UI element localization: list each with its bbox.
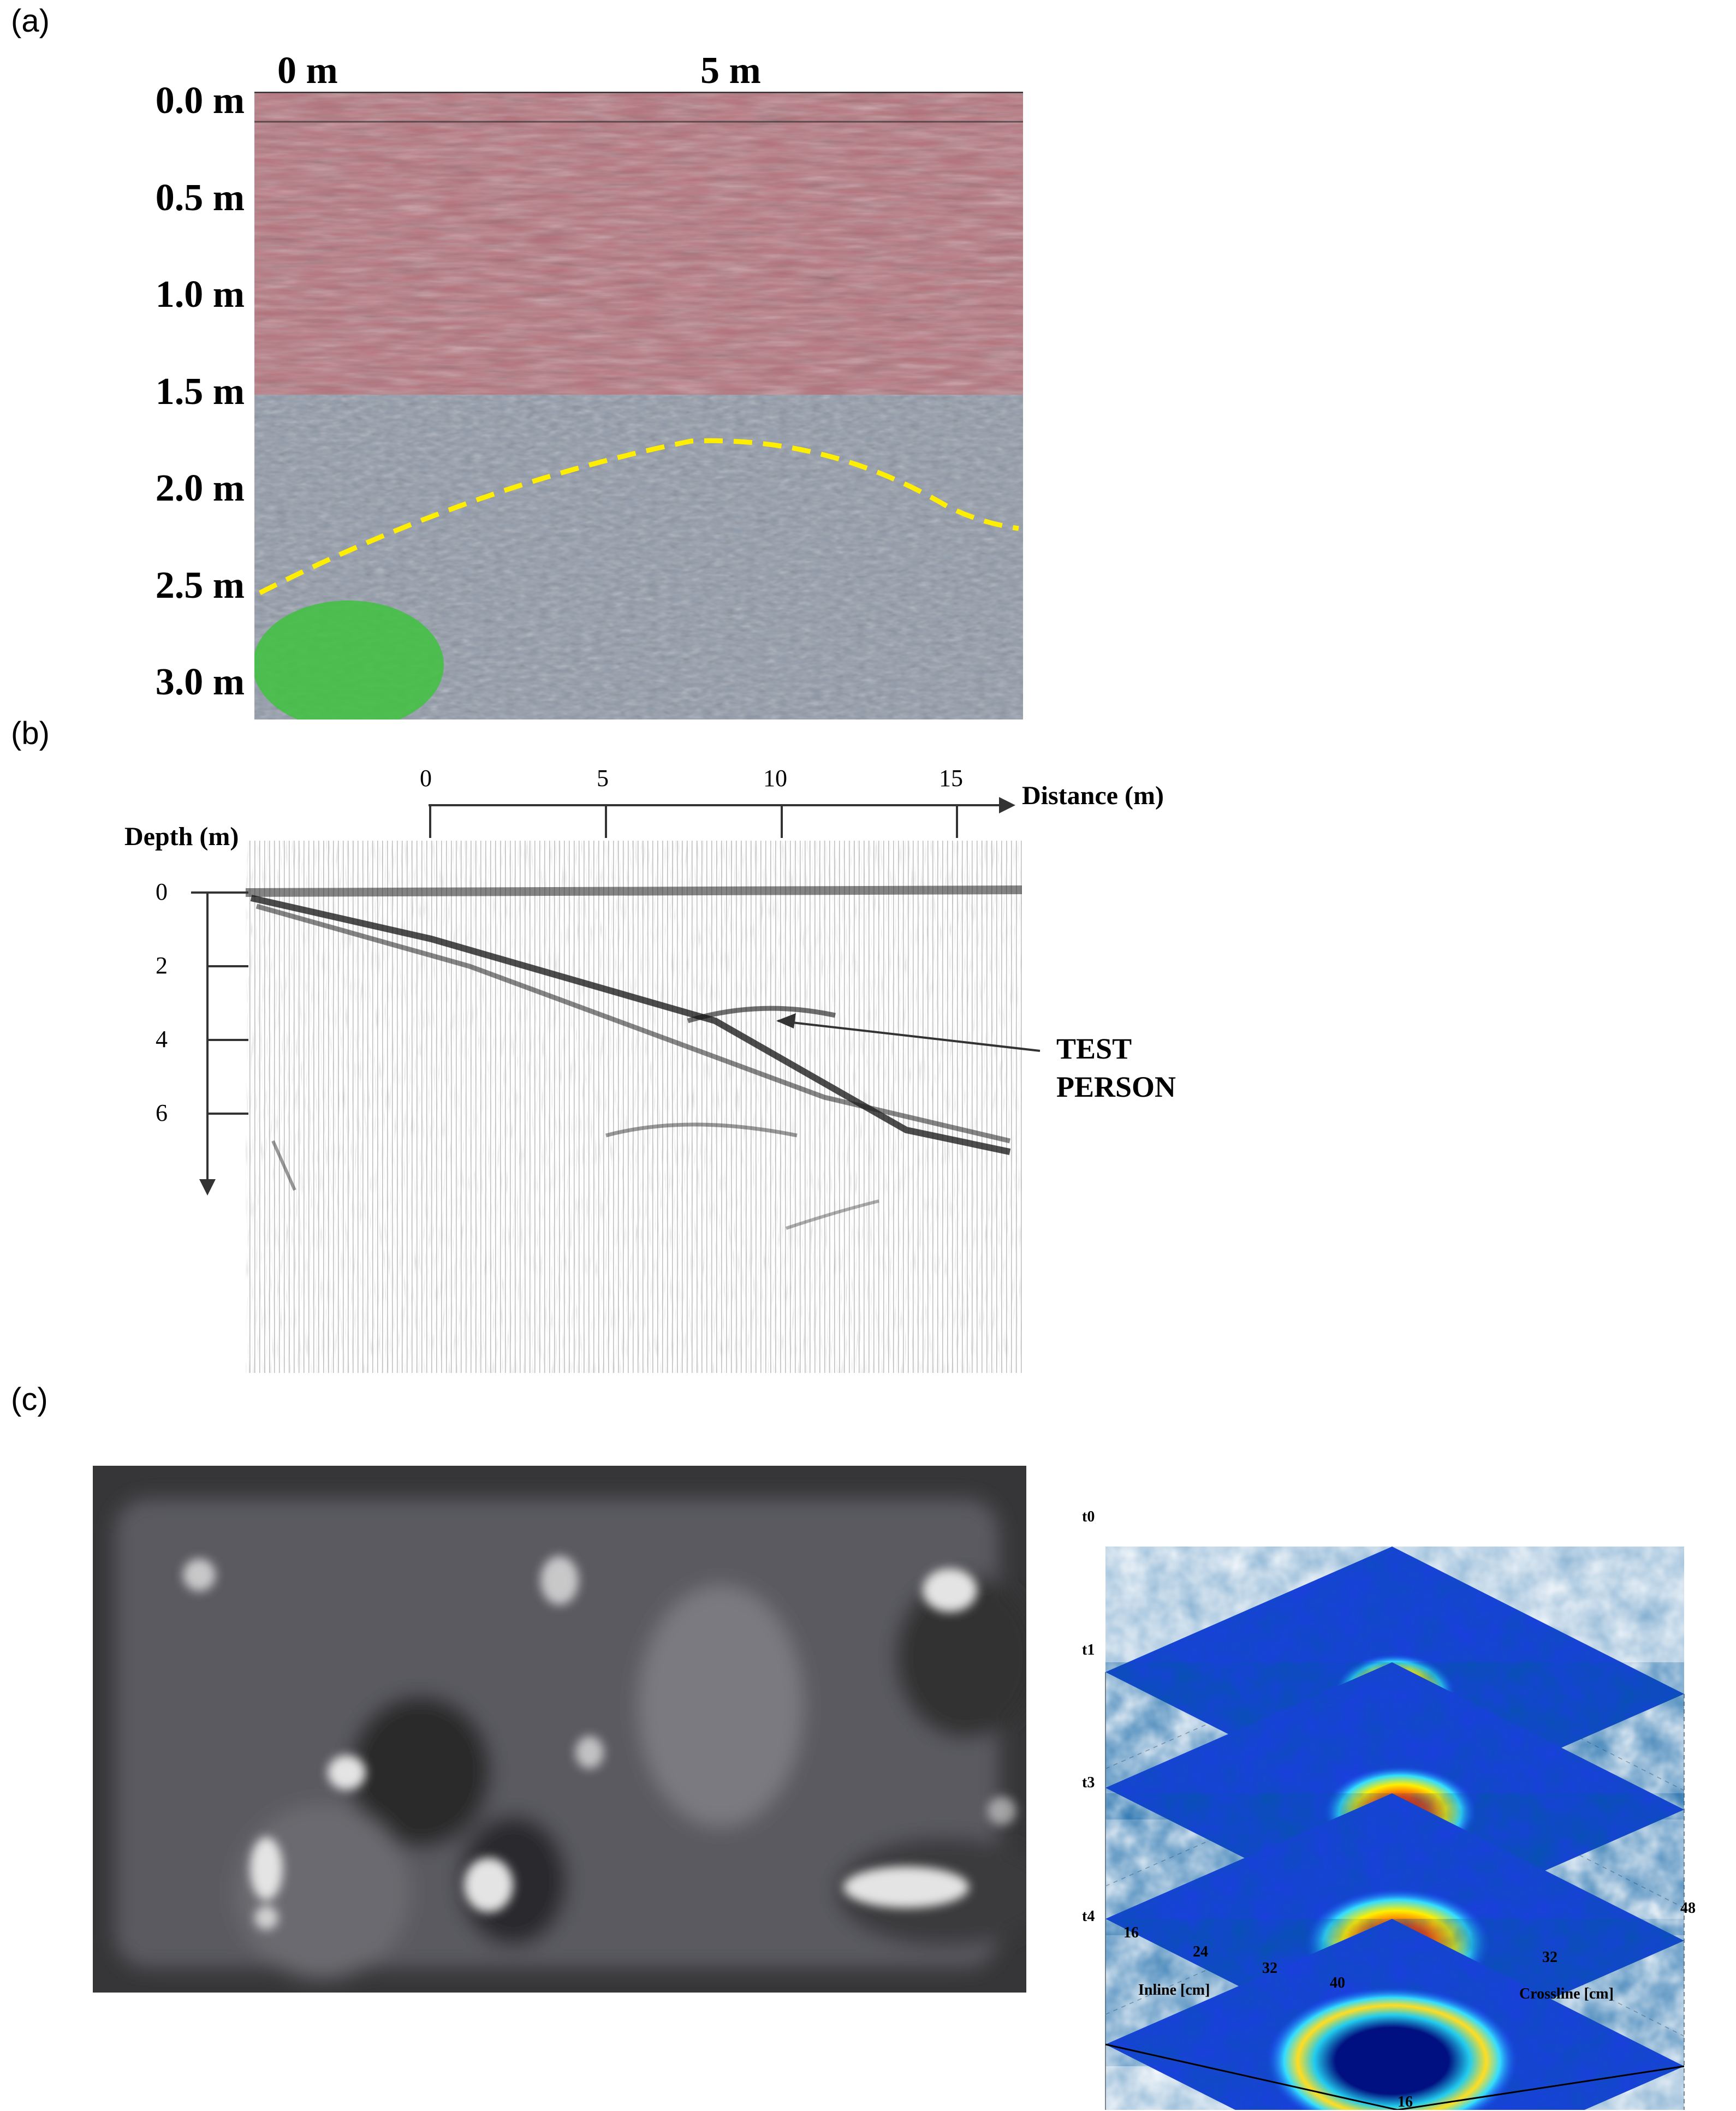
- b-distance-label: Distance (m): [1022, 781, 1164, 810]
- depth-arrowhead: [199, 1179, 216, 1196]
- a-depth-tick: 3.0 m: [155, 661, 245, 703]
- annotation-arrow-line: [777, 1020, 1041, 1052]
- crossline-tick: 16: [1398, 2094, 1413, 2110]
- a-x-tick-0: 0 m: [277, 50, 338, 92]
- slice-label-t1: t1: [1082, 1642, 1095, 1658]
- b-annotation-test: TEST: [1056, 1032, 1132, 1065]
- panel-label-a: (a): [11, 3, 50, 39]
- b-distance-tick: 15: [939, 765, 963, 792]
- seismic-section-b: [191, 797, 1041, 1373]
- a-x-tick-5: 5 m: [700, 50, 761, 92]
- b-distance-tick: 10: [763, 765, 787, 792]
- inline-tick: 24: [1193, 1943, 1208, 1960]
- inline-tick: 16: [1123, 1924, 1139, 1941]
- a-depth-tick: 1.0 m: [155, 273, 245, 316]
- slice-label-t0: t0: [1082, 1508, 1095, 1525]
- a-depth-tick: 1.5 m: [155, 371, 245, 413]
- panel-label-c: (c): [11, 1382, 48, 1417]
- b-distance-tick: 5: [597, 765, 609, 792]
- slice-label-t3: t3: [1082, 1774, 1095, 1791]
- crossline-tick: 32: [1542, 1949, 1557, 1966]
- slice-t4: [1105, 1919, 1684, 2110]
- annotation-arrowhead: [776, 1013, 796, 1028]
- b-depth-tick: 2: [156, 952, 168, 979]
- b-depth-tick: 4: [156, 1026, 168, 1052]
- b-distance-tick: 0: [420, 765, 432, 792]
- crossline-axis-label: Crossline [cm]: [1519, 1985, 1614, 2002]
- target-ellipse: [254, 600, 444, 719]
- a-depth-tick: 0.5 m: [155, 177, 245, 219]
- b-depth-tick: 6: [156, 1099, 168, 1126]
- crossline-tick: 48: [1680, 1900, 1696, 1917]
- inline-tick: 40: [1330, 1975, 1345, 1991]
- inline-tick: 32: [1262, 1960, 1277, 1977]
- inline-axis-label: Inline [cm]: [1138, 1982, 1210, 1999]
- b-depth-label: Depth (m): [124, 822, 239, 851]
- b-annotation-person: PERSON: [1056, 1071, 1176, 1103]
- b-depth-tick: 0: [156, 878, 168, 905]
- grayscale-slice-image: [93, 1466, 1026, 1993]
- a-depth-tick: 0.0 m: [155, 80, 245, 122]
- stacked-time-slices: [1105, 1547, 1685, 2110]
- gpr-radargram-a: [254, 92, 1023, 719]
- interface-line: [258, 438, 1019, 596]
- a-depth-tick: 2.0 m: [155, 467, 245, 509]
- a-depth-tick: 2.5 m: [155, 564, 245, 606]
- panel-label-b: (b): [11, 716, 50, 751]
- distance-arrowhead: [999, 797, 1015, 813]
- slice-label-t4: t4: [1082, 1908, 1095, 1925]
